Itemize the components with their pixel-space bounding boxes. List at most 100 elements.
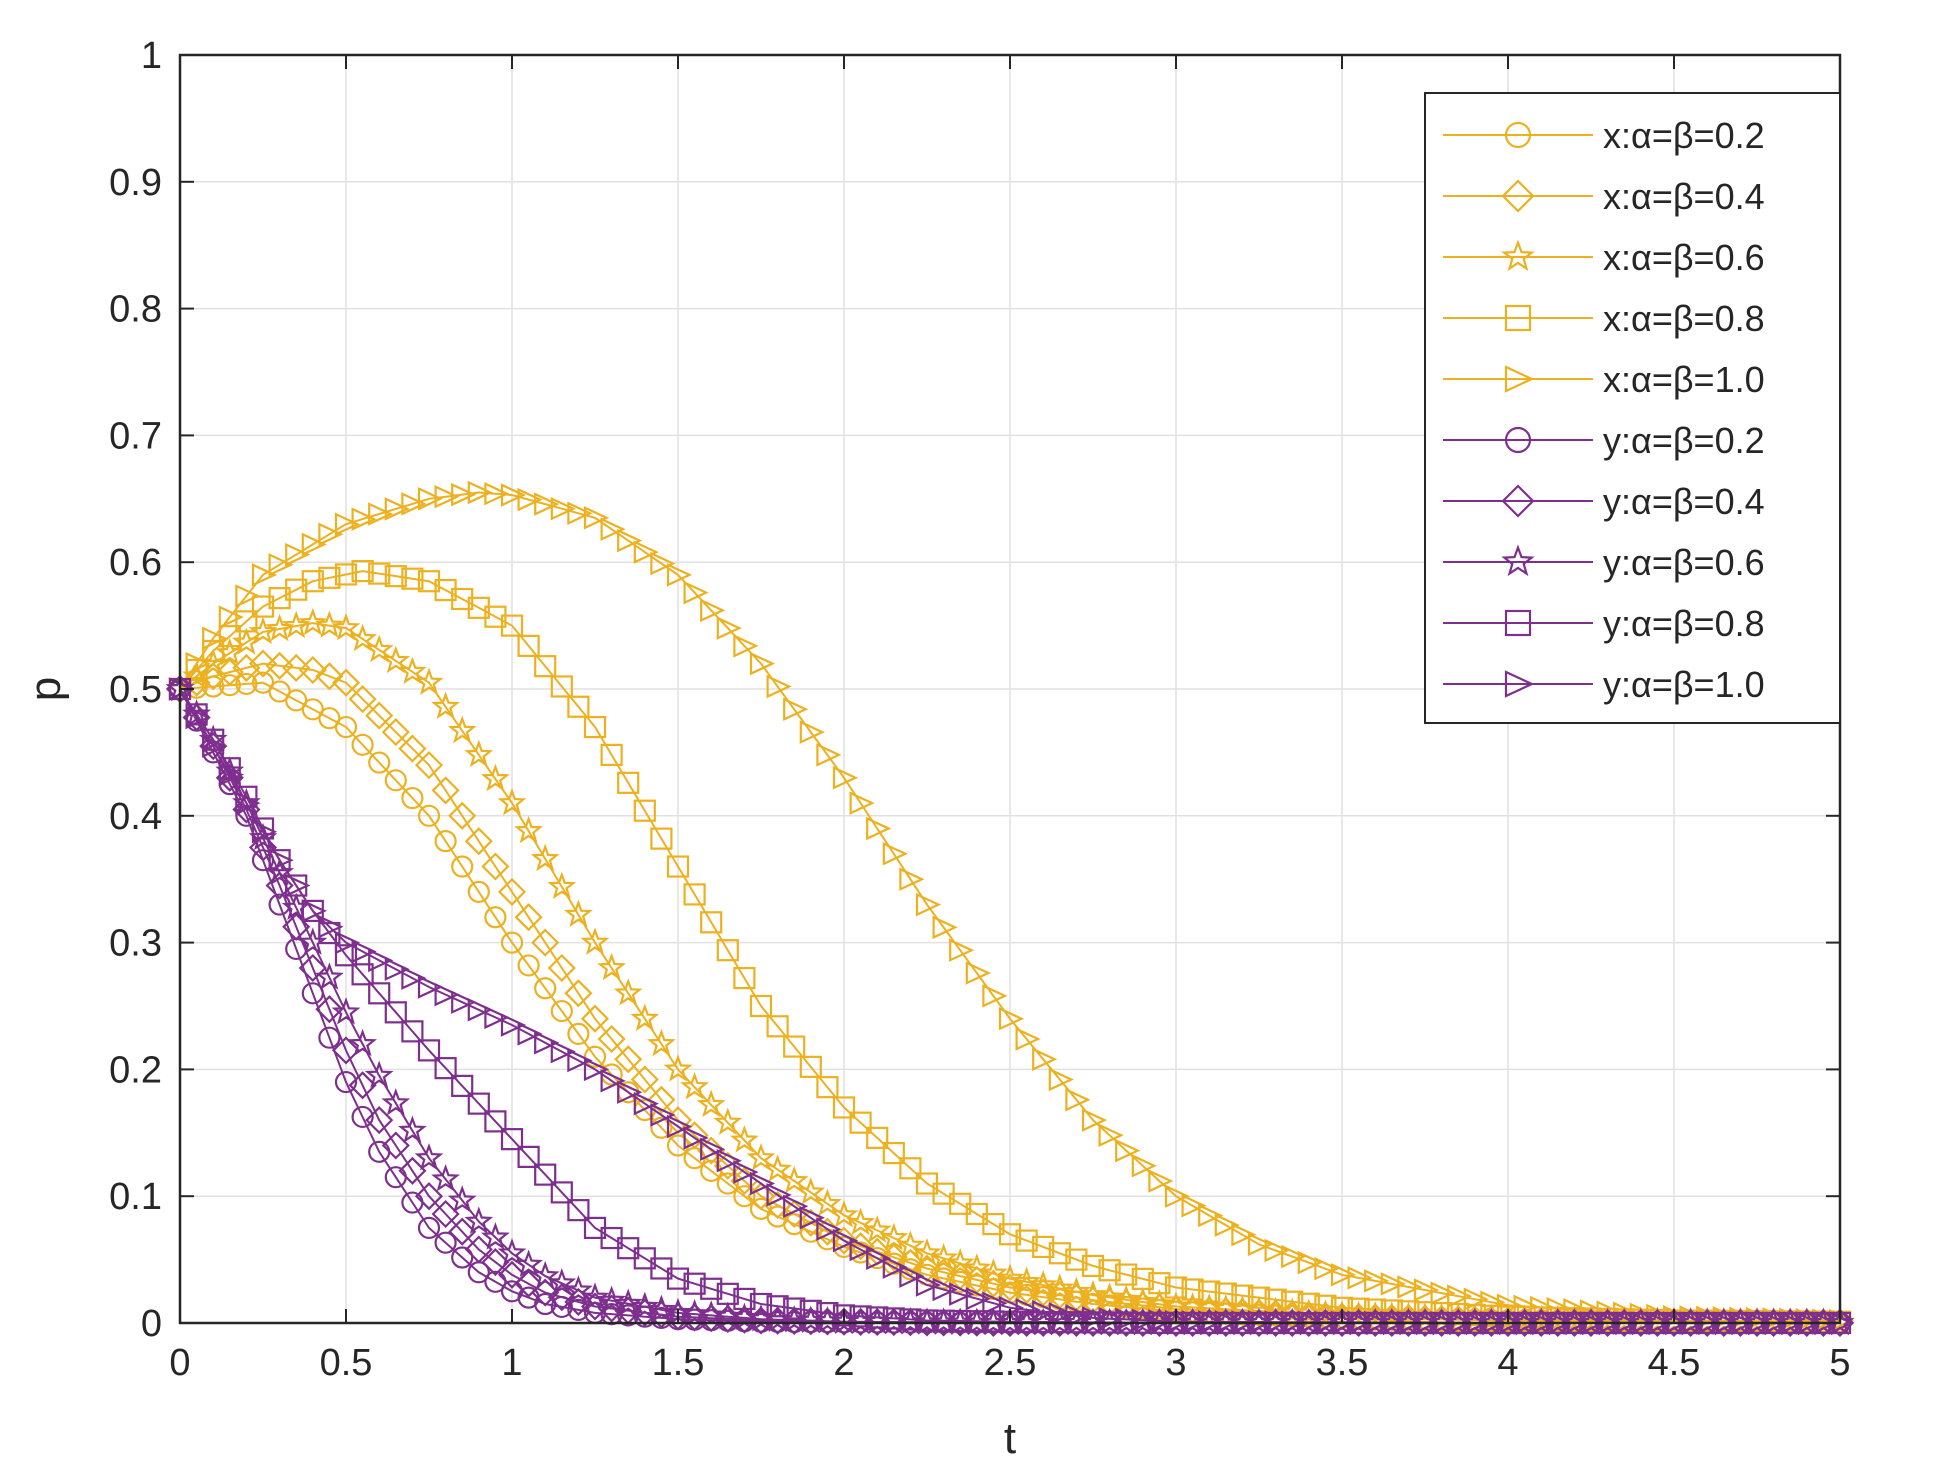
data-point <box>298 927 328 955</box>
data-point <box>779 1165 809 1194</box>
data-point <box>298 607 328 636</box>
data-point <box>232 627 261 655</box>
data-point <box>434 1057 457 1080</box>
data-point <box>965 1274 988 1297</box>
data-point <box>301 899 327 923</box>
x-tick-label: 4 <box>1497 1342 1518 1384</box>
data-point <box>185 705 211 730</box>
data-point <box>500 1013 527 1037</box>
data-point <box>381 645 411 674</box>
data-point <box>849 1305 872 1328</box>
data-point <box>1065 1088 1091 1112</box>
tick-labels: 0 0.5 1 1.5 2 2.5 3 3.5 4 4.5 5 0 0.1 0.2 0.3 0.4 0.5 0.6… <box>109 35 1850 1384</box>
data-point <box>451 855 474 878</box>
data-point <box>899 1308 922 1331</box>
data-point <box>949 1282 975 1306</box>
data-point <box>733 1185 756 1208</box>
data-point <box>315 662 344 691</box>
data-point <box>816 1217 842 1241</box>
legend-item: x:α=β=1.0 <box>1443 359 1765 400</box>
data-point <box>1032 1300 1058 1324</box>
data-point <box>431 776 460 805</box>
data-point <box>285 578 308 601</box>
data-point <box>1330 1263 1357 1287</box>
data-point <box>434 830 457 853</box>
data-point <box>713 1301 743 1329</box>
data-point <box>500 931 524 954</box>
data-point <box>829 1199 859 1228</box>
data-point <box>600 1069 626 1093</box>
data-point <box>334 944 358 967</box>
data-point <box>464 739 494 768</box>
data-point <box>514 1249 543 1277</box>
data-point <box>298 953 327 983</box>
data-point <box>531 928 560 957</box>
data-point <box>414 751 444 780</box>
data-point <box>451 1074 474 1097</box>
data-point <box>1032 1047 1058 1072</box>
data-point <box>334 563 358 586</box>
data-point <box>500 483 527 507</box>
legend-marker <box>1504 609 1532 637</box>
data-point <box>564 979 593 1008</box>
data-point <box>650 1116 673 1139</box>
data-point <box>448 801 477 830</box>
data-point <box>600 743 623 767</box>
data-point <box>401 1020 424 1043</box>
data-point <box>268 587 291 610</box>
data-point <box>401 966 427 990</box>
data-point <box>683 1126 709 1150</box>
data-point <box>597 952 626 981</box>
data-point <box>600 517 626 541</box>
data-point <box>448 1217 477 1246</box>
data-point <box>746 1143 776 1171</box>
data-point <box>318 915 344 939</box>
data-point <box>1447 1284 1473 1308</box>
data-point <box>647 1085 676 1114</box>
data-point <box>381 718 410 747</box>
data-point <box>683 883 706 906</box>
data-point <box>650 551 676 576</box>
data-point <box>484 605 507 628</box>
data-point <box>467 998 493 1022</box>
data-point <box>431 1164 460 1192</box>
data-point <box>215 637 245 666</box>
x-tick-label: 3 <box>1165 1342 1186 1384</box>
data-point <box>716 1282 739 1305</box>
data-point <box>733 1160 759 1184</box>
data-point <box>666 1267 690 1290</box>
data-point <box>484 1005 510 1030</box>
data-point <box>766 1015 789 1038</box>
legend-item: y:α=β=0.2 <box>1443 420 1765 461</box>
data-point <box>550 1039 576 1064</box>
data-point <box>1131 1154 1157 1178</box>
data-point <box>749 1171 776 1196</box>
data-point <box>1214 1213 1240 1237</box>
data-point <box>1164 1184 1191 1208</box>
data-point <box>514 815 543 844</box>
data-point <box>315 995 344 1024</box>
data-point <box>334 715 358 739</box>
data-point <box>1380 1272 1406 1296</box>
series-y-triangle-right <box>168 677 1855 1335</box>
data-point <box>614 1045 643 1074</box>
data-point <box>268 552 294 577</box>
data-point <box>351 1105 374 1129</box>
data-point <box>1048 1242 1071 1265</box>
data-point <box>597 1294 626 1323</box>
data-point <box>647 1294 676 1323</box>
data-point <box>564 1275 593 1303</box>
data-point <box>282 912 311 941</box>
data-point <box>879 1243 908 1272</box>
data-point <box>1065 1304 1091 1328</box>
data-point <box>583 506 610 530</box>
data-point <box>414 1182 444 1211</box>
data-point <box>268 848 294 872</box>
data-point <box>1214 1282 1237 1305</box>
data-point <box>962 1253 992 1281</box>
data-point <box>816 743 842 767</box>
data-point <box>899 1157 922 1180</box>
data-point <box>1231 1284 1254 1307</box>
data-point <box>1081 1254 1105 1278</box>
data-point <box>766 1183 792 1207</box>
